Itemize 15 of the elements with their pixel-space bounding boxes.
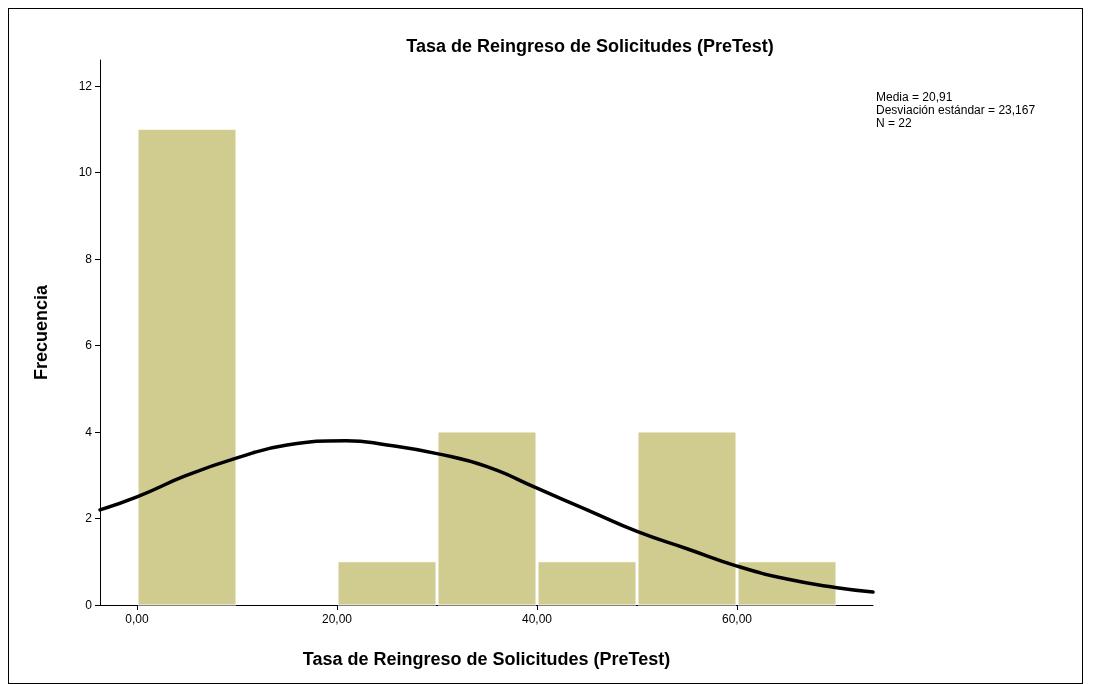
chart-title: Tasa de Reingreso de Solicitudes (PreTest) — [406, 36, 774, 56]
y-tick-label: 0 — [85, 598, 93, 612]
text: Media = 20,91 Desviación estándar = 23,167 N = 22 — [876, 89, 1036, 130]
x-tick-label: 20,00 — [321, 612, 353, 626]
y-tick-label: 6 — [85, 338, 93, 353]
x-axis-title: Tasa de Reingreso de Solicitudes (PreTest) — [302, 649, 671, 669]
y-tick-label: 10 — [78, 165, 93, 180]
y-tick-label: 12 — [78, 78, 93, 93]
y-tick-label: 8 — [85, 251, 93, 266]
y-axis-title: Frecuencia — [31, 283, 51, 381]
x-tick-label: 60,00 — [721, 612, 753, 626]
x-tick-label: 40,00 — [521, 612, 553, 626]
y-tick-label: 2 — [85, 511, 93, 526]
y-tick-label: 4 — [85, 424, 93, 439]
x-tick-label: 0,00 — [125, 612, 149, 626]
